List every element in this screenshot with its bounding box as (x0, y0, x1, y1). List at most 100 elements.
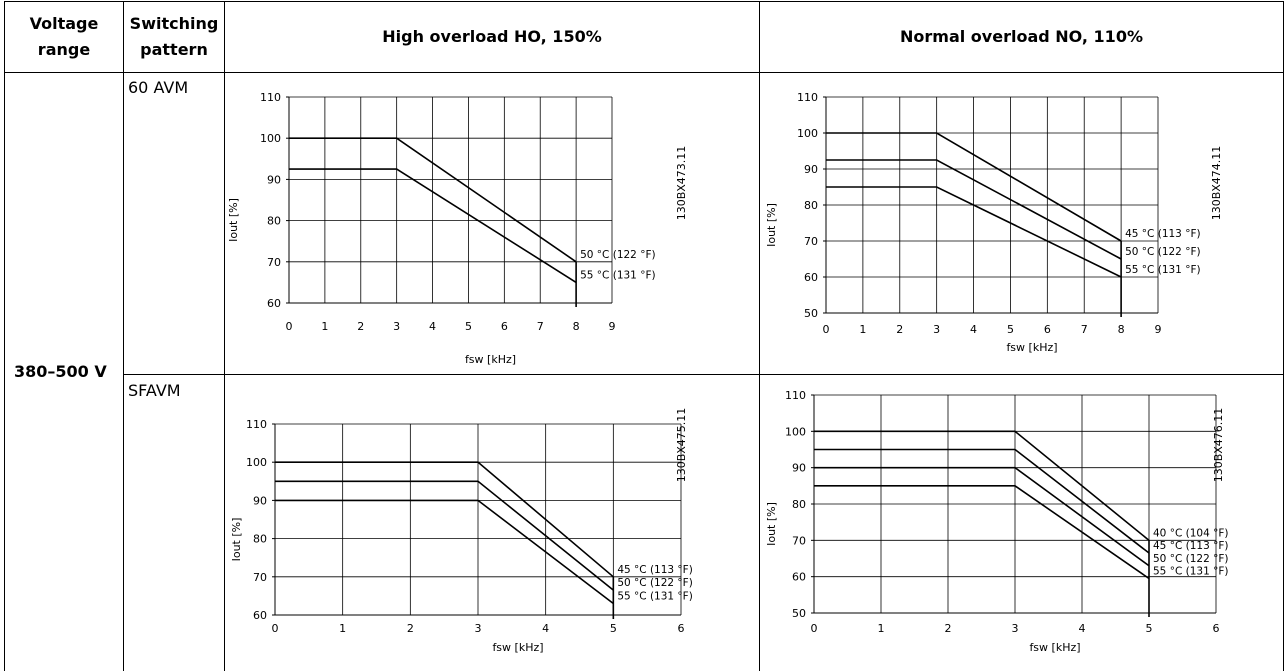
series-label: 45 °C (113 °F) (1125, 228, 1200, 240)
x-tick-label: 3 (1012, 622, 1019, 635)
header-normal-overload: Normal overload NO, 110% (900, 27, 1143, 46)
series-line (275, 499, 614, 605)
y-tick-label: 80 (804, 199, 818, 212)
y-tick-label: 50 (792, 607, 806, 620)
x-tick-label: 6 (1213, 622, 1220, 635)
x-tick-label: 7 (1081, 323, 1088, 336)
x-tick-label: 5 (1007, 323, 1014, 336)
series-line (826, 159, 1122, 260)
y-tick-label: 60 (804, 271, 818, 284)
y-tick-label: 80 (267, 215, 281, 228)
series-line (814, 485, 1150, 580)
y-tick-label: 110 (797, 91, 818, 104)
y-tick-label: 80 (792, 498, 806, 511)
figure-code: 130BX476.11 (1212, 408, 1225, 483)
series-line (826, 186, 1122, 278)
x-tick-label: 6 (678, 622, 685, 635)
header-voltage-range: Voltage range (5, 2, 123, 72)
x-tick-label: 4 (1079, 622, 1086, 635)
x-tick-label: 1 (878, 622, 885, 635)
header-switching-line1: Switching (129, 14, 219, 33)
chart-no-60avm: 50 60 70 80 90 100 110 0 1 2 3 4 5 6 7 8 9 45 °C (113 °F)… (765, 91, 1223, 354)
y-tick-label: 70 (267, 256, 281, 269)
x-tick-label: 2 (407, 622, 414, 635)
x-tick-label: 1 (321, 320, 328, 333)
series-label: 55 °C (131 °F) (1125, 264, 1200, 276)
y-tick-label: 100 (260, 132, 281, 145)
y-tick-label: 90 (792, 462, 806, 475)
header-switching-pattern: Switching pattern (124, 2, 224, 72)
y-tick-label: 70 (804, 235, 818, 248)
x-tick-label: 8 (573, 320, 580, 333)
figure-code: 130BX475.11 (675, 408, 688, 483)
series-line (289, 137, 577, 263)
series-line (275, 480, 614, 591)
x-tick-label: 2 (357, 320, 364, 333)
series-label: 55 °C (131 °F) (1153, 565, 1228, 577)
x-axis-label: fsw [kHz] (1029, 641, 1080, 654)
series-label: 55 °C (131 °F) (580, 269, 655, 281)
x-tick-label: 9 (1155, 323, 1162, 336)
y-tick-label: 80 (253, 533, 267, 546)
header-high-overload: High overload HO, 150% (382, 27, 602, 46)
x-tick-label: 8 (1118, 323, 1125, 336)
y-tick-label: 100 (797, 127, 818, 140)
series-line (814, 448, 1150, 554)
y-tick-label: 90 (804, 163, 818, 176)
y-tick-label: 110 (785, 389, 806, 402)
chart-ho-sfavm: 60 70 80 90 100 110 0 1 2 3 4 5 6 45 °C (113 °F)50 °C… (230, 408, 693, 654)
header-voltage-line2: range (37, 40, 91, 59)
voltage-range-value: 380–500 V (14, 362, 107, 381)
series-label: 50 °C (122 °F) (1153, 553, 1228, 565)
x-axis-label: fsw [kHz] (492, 641, 543, 654)
series-line (826, 132, 1122, 242)
series-label: 50 °C (122 °F) (1125, 246, 1200, 258)
x-tick-label: 3 (393, 320, 400, 333)
series-line (275, 461, 614, 578)
x-tick-label: 1 (339, 622, 346, 635)
y-tick-label: 70 (253, 571, 267, 584)
x-tick-label: 4 (542, 622, 549, 635)
x-tick-label: 2 (945, 622, 952, 635)
x-axis-label: fsw [kHz] (1006, 341, 1057, 354)
y-tick-label: 60 (792, 571, 806, 584)
y-axis-label: Iout [%] (765, 203, 778, 247)
chart-ho-60avm: 60 70 80 90 100 110 0 1 2 3 4 5 6 7 8 9 50 °C (122 °F) 55… (227, 91, 688, 366)
series-label: 50 °C (122 °F) (580, 249, 655, 261)
x-tick-label: 5 (1146, 622, 1153, 635)
x-tick-label: 9 (609, 320, 616, 333)
x-tick-label: 3 (475, 622, 482, 635)
x-tick-label: 1 (859, 323, 866, 336)
series-label: 40 °C (104 °F) (1153, 527, 1228, 539)
x-axis-label: fsw [kHz] (465, 353, 516, 366)
series-label: 55 °C (131 °F) (617, 591, 692, 603)
x-tick-label: 6 (1044, 323, 1051, 336)
x-tick-label: 2 (896, 323, 903, 336)
pattern-60avm: 60 AVM (128, 78, 189, 97)
x-tick-label: 3 (933, 323, 940, 336)
y-tick-label: 90 (253, 494, 267, 507)
y-tick-label: 70 (792, 534, 806, 547)
y-tick-label: 100 (246, 456, 267, 469)
x-tick-label: 0 (272, 622, 279, 635)
pattern-sfavm: SFAVM (128, 381, 181, 400)
series-line (289, 168, 577, 284)
y-tick-label: 60 (267, 297, 281, 310)
series-line (814, 466, 1150, 567)
x-tick-label: 0 (823, 323, 830, 336)
y-tick-label: 110 (246, 418, 267, 431)
series-line (814, 430, 1150, 541)
series-label: 45 °C (113 °F) (617, 564, 692, 576)
series-label: 45 °C (113 °F) (1153, 540, 1228, 552)
figure-code: 130BX473.11 (675, 146, 688, 221)
y-tick-label: 110 (260, 91, 281, 104)
y-axis-label: Iout [%] (765, 502, 778, 546)
y-axis-label: Iout [%] (227, 198, 240, 242)
x-tick-label: 4 (429, 320, 436, 333)
chart-no-sfavm: 50 60 70 80 90 100 110 0 1 2 3 4 5 6 40 °C (104 °F)45 … (765, 389, 1228, 654)
y-tick-label: 60 (253, 609, 267, 622)
x-tick-label: 0 (811, 622, 818, 635)
series-label: 50 °C (122 °F) (617, 577, 692, 589)
y-tick-label: 100 (785, 425, 806, 438)
x-tick-label: 5 (465, 320, 472, 333)
